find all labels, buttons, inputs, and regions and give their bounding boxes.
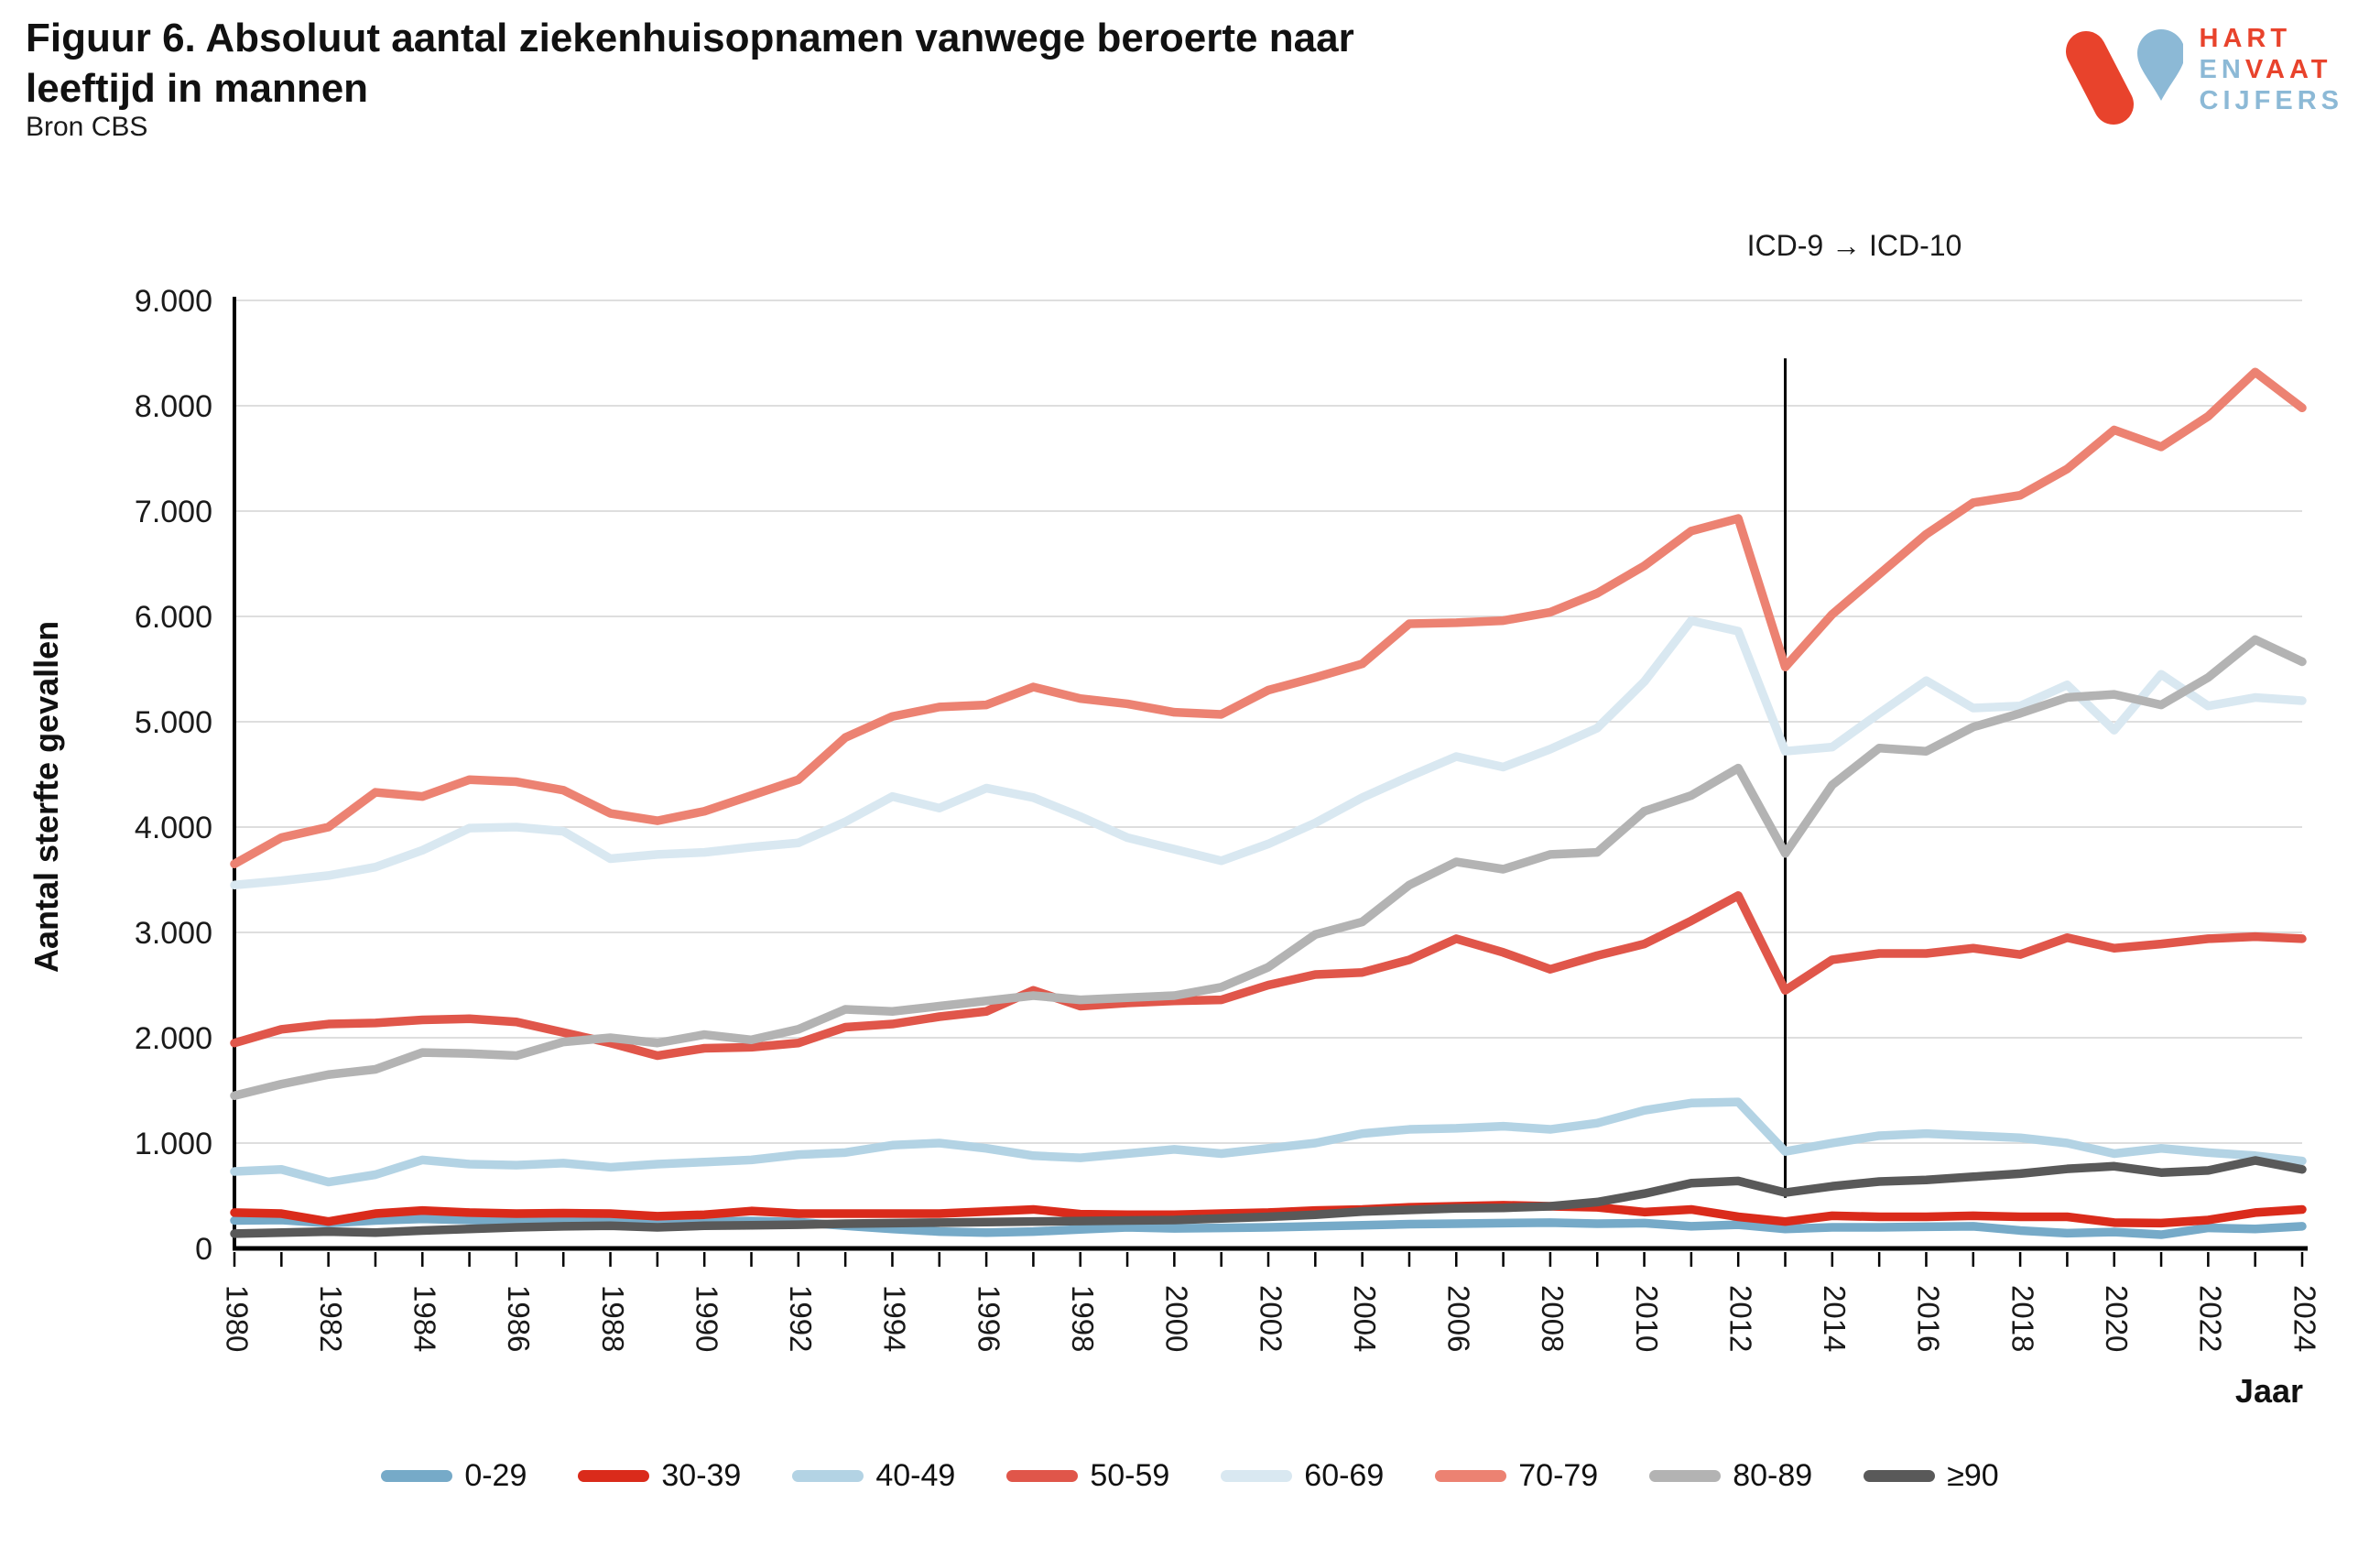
y-tick-label: 0: [195, 1232, 212, 1267]
chart-legend: 0-29 30-39 40-49 50-59 60-69 70-79 80-89 ≥90: [0, 1458, 2380, 1494]
x-tick-label: 2024: [2288, 1285, 2321, 1352]
legend-label: 30-39: [661, 1458, 742, 1493]
x-tick-label: 1988: [596, 1285, 630, 1352]
series-line-60-69: [230, 616, 2307, 889]
x-tick-label: 2006: [1442, 1285, 1476, 1352]
legend-label: ≥90: [1947, 1458, 1999, 1493]
icd-transition-annotation: ICD-9 → ICD-10: [1746, 229, 1962, 262]
legend-item-70-79: 70-79: [1435, 1458, 1598, 1494]
x-tick-label: 2012: [1723, 1285, 1757, 1352]
heart-v-logo-icon: [2065, 16, 2185, 140]
y-tick-label: 4.000: [135, 811, 212, 845]
x-tick-label: 2010: [1630, 1285, 1664, 1352]
y-tick-label: 8.000: [135, 389, 212, 424]
series-line-70-79: [230, 367, 2307, 868]
hartenvaatcijfers-logo: HART ENVAAT CIJFERS: [2065, 16, 2343, 140]
legend-swatch: [578, 1470, 650, 1482]
legend-item-40-49: 40-49: [792, 1458, 955, 1494]
x-tick-label: 2002: [1254, 1285, 1288, 1352]
legend-swatch: [1649, 1470, 1722, 1482]
y-tick-label: 7.000: [135, 495, 212, 529]
series-line-≥90: [230, 1156, 2307, 1238]
x-tick-label: 2000: [1160, 1285, 1194, 1352]
series-line-80-89: [230, 635, 2307, 1100]
x-tick-label: 2020: [2100, 1285, 2134, 1352]
legend-item-30-39: 30-39: [578, 1458, 741, 1494]
y-tick-label: 3.000: [135, 916, 212, 951]
y-tick-label: 1.000: [135, 1127, 212, 1161]
x-tick-label: 1996: [972, 1285, 1005, 1352]
legend-item-0-29: 0-29: [381, 1458, 527, 1494]
x-axis-title: Jaar: [2234, 1372, 2303, 1410]
y-tick-label: 5.000: [135, 705, 212, 740]
x-tick-label: 1986: [502, 1285, 536, 1352]
legend-label: 60-69: [1304, 1458, 1385, 1493]
x-tick-label: 2022: [2194, 1285, 2228, 1352]
legend-swatch: [381, 1470, 453, 1482]
series-line-50-59: [230, 891, 2307, 1061]
series-line-40-49: [230, 1097, 2307, 1187]
logo-word-hart: HART: [2199, 24, 2292, 53]
x-tick-label: 2016: [1912, 1285, 1946, 1352]
x-tick-label: 1994: [878, 1285, 912, 1352]
x-tick-label: 1992: [784, 1285, 818, 1352]
x-tick-label: 2004: [1348, 1285, 1382, 1352]
x-tick-label: 1998: [1066, 1285, 1100, 1352]
x-tick-label: 1984: [408, 1285, 442, 1352]
logo-word-cijfers: CIJFERS: [2199, 85, 2343, 115]
logo-wordmark: HART ENVAAT CIJFERS: [2200, 24, 2343, 117]
x-tick-label: 1982: [314, 1285, 348, 1352]
x-tick-label: 1990: [690, 1285, 723, 1352]
x-tick-label: 2014: [1818, 1285, 1852, 1352]
legend-item-80-89: 80-89: [1649, 1458, 1812, 1494]
figure-title: Figuur 6. Absoluut aantal ziekenhuisopna…: [26, 16, 1354, 112]
legend-swatch: [1006, 1470, 1079, 1482]
figure-source: Bron CBS: [26, 112, 148, 142]
legend-swatch: [792, 1470, 864, 1482]
legend-swatch: [1864, 1470, 1936, 1482]
legend-item-50-59: 50-59: [1006, 1458, 1169, 1494]
logo-word-envaat: ENVAAT: [2199, 54, 2332, 84]
y-tick-label: 9.000: [135, 284, 212, 319]
x-tick-label: 1980: [220, 1285, 254, 1352]
legend-label: 80-89: [1733, 1458, 1813, 1493]
legend-item-≥90: ≥90: [1864, 1458, 1999, 1494]
y-tick-label: 6.000: [135, 600, 212, 635]
legend-label: 50-59: [1090, 1458, 1170, 1493]
series-line-0-29: [230, 1215, 2307, 1239]
x-tick-label: 2008: [1536, 1285, 1570, 1352]
legend-label: 0-29: [464, 1458, 527, 1493]
y-tick-label: 2.000: [135, 1021, 212, 1056]
legend-swatch: [1221, 1470, 1293, 1482]
legend-item-60-69: 60-69: [1221, 1458, 1384, 1494]
legend-label: 70-79: [1518, 1458, 1599, 1493]
legend-label: 40-49: [875, 1458, 956, 1493]
x-tick-label: 2018: [2005, 1285, 2039, 1352]
legend-swatch: [1435, 1470, 1507, 1482]
